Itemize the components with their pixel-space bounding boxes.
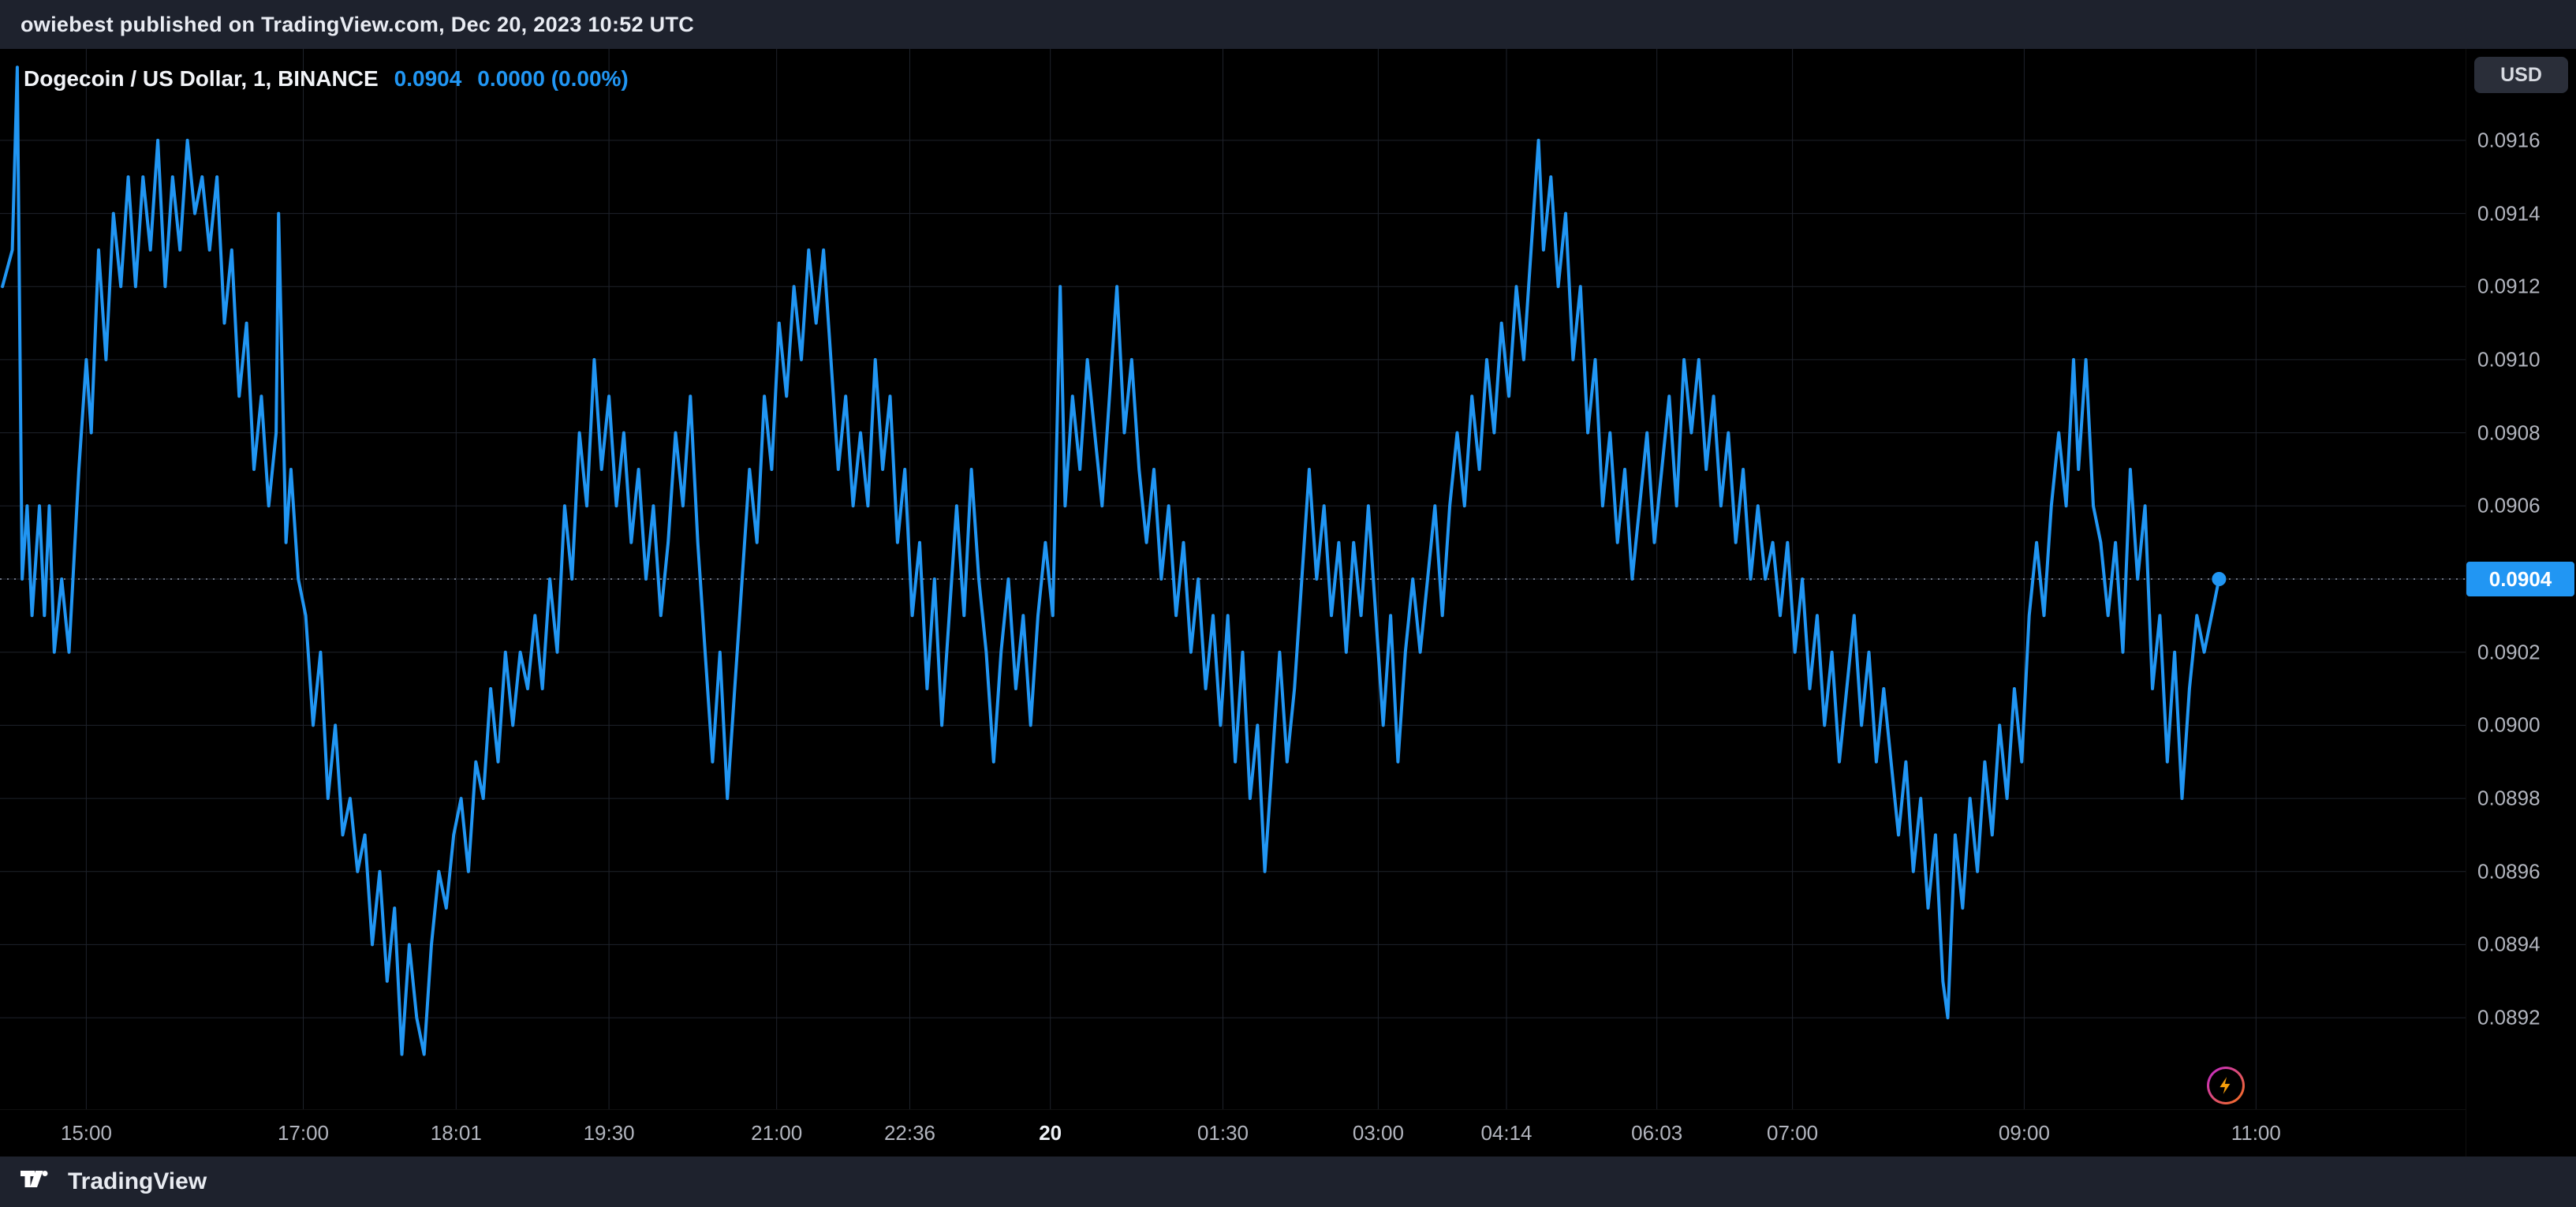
price-tick: 0.0914: [2477, 201, 2541, 226]
time-tick: 19:30: [583, 1121, 635, 1145]
price-tick: 0.0908: [2477, 420, 2541, 445]
price-tick: 0.0900: [2477, 712, 2541, 737]
price-tick: 0.0910: [2477, 347, 2541, 372]
price-tick: 0.0916: [2477, 128, 2541, 152]
price-change-value: 0.0000 (0.00%): [477, 66, 629, 91]
time-tick: 03:00: [1352, 1121, 1404, 1145]
price-line-chart: [0, 49, 2466, 1109]
price-plot[interactable]: [0, 49, 2466, 1109]
price-tick: 0.0894: [2477, 932, 2541, 956]
footer-bar: TradingView: [0, 1157, 2576, 1207]
time-tick: 06:03: [1631, 1121, 1683, 1145]
time-tick: 09:00: [1998, 1121, 2050, 1145]
time-tick: 15:00: [60, 1121, 112, 1145]
tradingview-logo-icon[interactable]: [21, 1171, 55, 1193]
time-tick: 07:00: [1767, 1121, 1819, 1145]
currency-button[interactable]: USD: [2474, 57, 2568, 93]
attribution-text: owiebest published on TradingView.com, D…: [21, 12, 695, 36]
chart-area: Dogecoin / US Dollar, 1, BINANCE 0.0904 …: [0, 49, 2466, 1157]
price-tick: 0.0906: [2477, 493, 2541, 518]
footer-brand[interactable]: TradingView: [68, 1168, 207, 1194]
attribution-bar: owiebest published on TradingView.com, D…: [0, 0, 2576, 49]
time-tick: 04:14: [1480, 1121, 1533, 1145]
time-tick: 22:36: [883, 1121, 936, 1145]
chart-main: Dogecoin / US Dollar, 1, BINANCE 0.0904 …: [0, 49, 2576, 1157]
last-price-value: 0.0904: [394, 66, 462, 91]
time-tick: 20: [1039, 1121, 1062, 1145]
chart-legend: Dogecoin / US Dollar, 1, BINANCE 0.0904 …: [24, 66, 629, 92]
price-tick: 0.0898: [2477, 786, 2541, 810]
lightning-bolt-icon: [2219, 1077, 2231, 1094]
time-tick: 18:01: [430, 1121, 482, 1145]
price-tick: 0.0902: [2477, 640, 2541, 664]
price-tick: 0.0896: [2477, 859, 2541, 884]
time-tick: 21:00: [751, 1121, 803, 1145]
time-tick: 01:30: [1197, 1121, 1249, 1145]
boost-lightning-icon[interactable]: [2207, 1067, 2245, 1104]
price-axis[interactable]: USD 0.0916 0.0914 0.0912 0.0910 0.0908 0.0906…: [2466, 49, 2576, 1157]
time-tick: 11:00: [2231, 1121, 2281, 1145]
price-tick: 0.0912: [2477, 274, 2541, 298]
time-tick: 17:00: [277, 1121, 330, 1145]
price-tick: 0.0892: [2477, 1005, 2541, 1030]
symbol-title[interactable]: Dogecoin / US Dollar, 1, BINANCE: [24, 66, 379, 91]
current-price-badge: 0.0904: [2466, 562, 2574, 596]
time-axis[interactable]: 15:00 17:00 18:01 19:30 21:00 22:36 20 01:30 03:…: [0, 1109, 2466, 1157]
